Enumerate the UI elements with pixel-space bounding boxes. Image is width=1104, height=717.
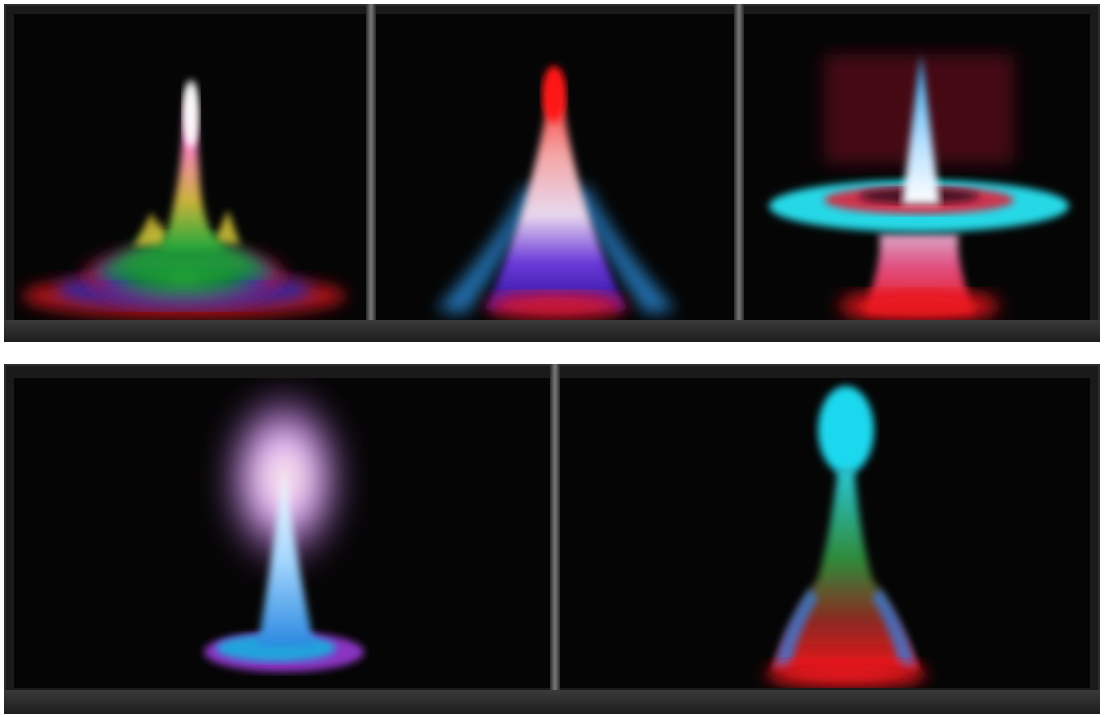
panel-divider <box>366 4 376 342</box>
top-row-frame <box>4 4 1100 342</box>
panel-4-cone-violet-halo <box>14 378 550 688</box>
stalk-cyan-head-image <box>766 386 926 688</box>
top-frame-ledge <box>4 320 1100 342</box>
panel-divider <box>550 364 560 714</box>
panel-5-stalk-cyan-head <box>560 378 1090 688</box>
panel-2-cone-red-tip <box>376 14 734 320</box>
bottom-frame-ledge <box>4 690 1100 714</box>
panel-divider <box>734 4 744 342</box>
bottom-row-frame <box>4 364 1100 714</box>
cone-red-tip-image <box>436 66 676 320</box>
panel-3-cone-cyan-ring <box>744 14 1090 320</box>
panel-1-plume-green-pink <box>14 14 366 320</box>
cone-cyan-ring-image <box>769 54 1069 320</box>
cone-violet-halo-image <box>204 388 364 672</box>
plume-green-pink-image <box>22 80 346 318</box>
